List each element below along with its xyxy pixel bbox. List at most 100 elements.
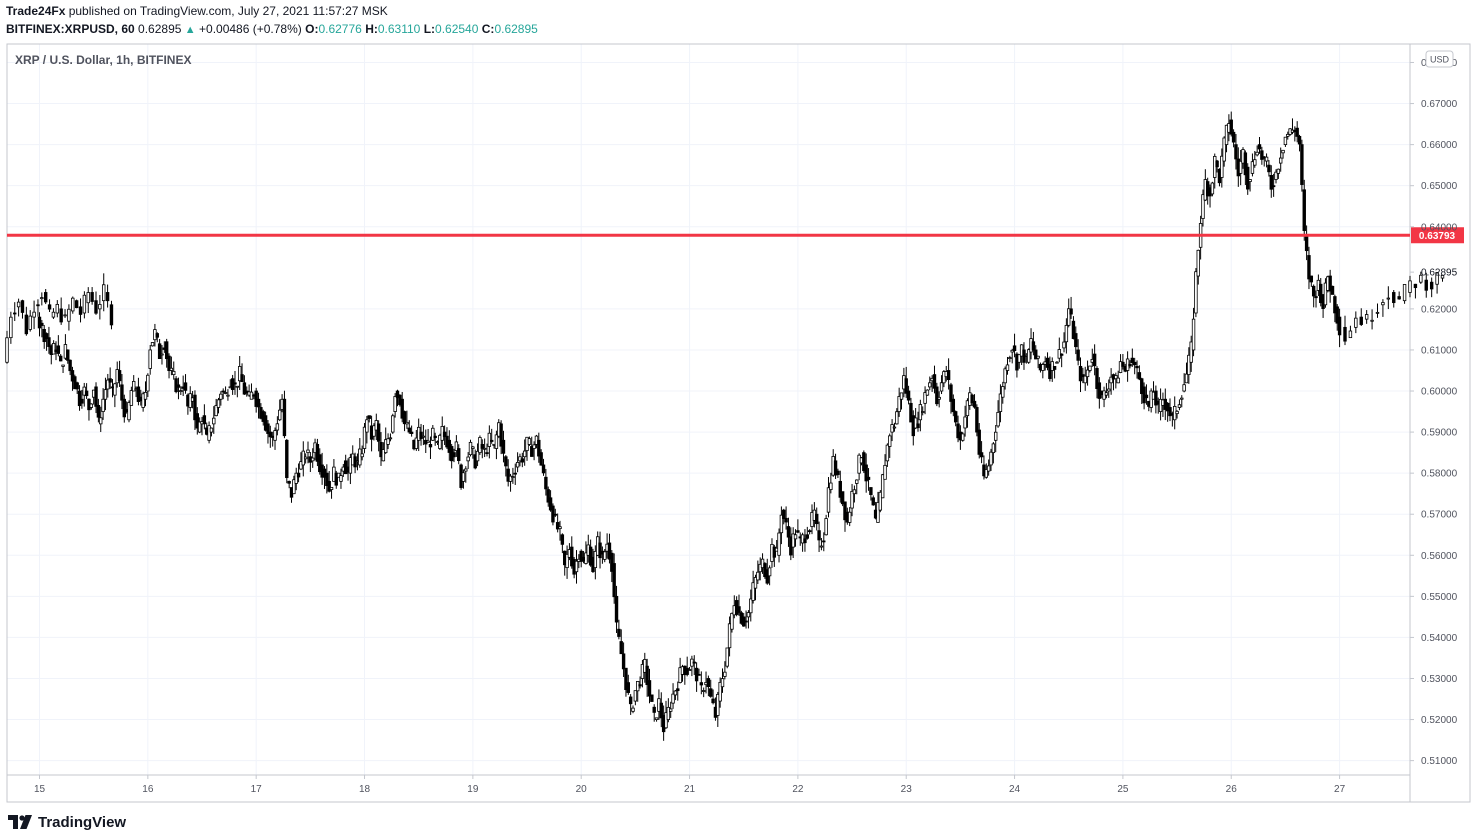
- price-axis[interactable]: 0.51000 0.52000 0.53000 0.54000 0.55000 0.560…: [1410, 58, 1458, 767]
- candle: [621, 642, 626, 678]
- candle-body: [117, 370, 122, 382]
- candle-body: [1283, 136, 1288, 146]
- candle: [494, 430, 499, 460]
- candle-body: [824, 518, 828, 536]
- candle: [160, 345, 164, 365]
- candle: [876, 491, 880, 523]
- candle: [334, 470, 338, 489]
- candle-body: [1187, 354, 1191, 375]
- candle-body: [61, 364, 65, 367]
- candle-body: [84, 390, 89, 397]
- candle-body: [1271, 185, 1276, 188]
- candle-body: [197, 421, 202, 433]
- candle-body: [426, 440, 430, 443]
- candle-body: [546, 489, 550, 503]
- candle-body: [311, 457, 315, 462]
- candle-body: [120, 384, 124, 401]
- candle: [485, 443, 489, 457]
- candle-body: [254, 390, 258, 407]
- candle-body: [367, 415, 371, 419]
- candle: [1300, 139, 1304, 192]
- currency-badge[interactable]: [1425, 50, 1454, 68]
- candle: [329, 486, 334, 499]
- candle: [746, 610, 751, 629]
- candle-body: [687, 669, 692, 671]
- price-tick-label: 0.62000: [1421, 304, 1458, 315]
- price-chart[interactable]: 0.63793 0.51000 0.52000 0.53000 0.54000 0.55…: [0, 0, 1475, 808]
- candle: [242, 375, 247, 395]
- candle: [209, 427, 214, 437]
- candle: [921, 406, 925, 416]
- candle: [1116, 370, 1120, 384]
- candle: [772, 544, 777, 567]
- candle: [603, 549, 607, 563]
- candle-body: [70, 370, 75, 382]
- candle-body: [1304, 234, 1309, 252]
- candle-body: [888, 435, 892, 447]
- candle-body: [937, 396, 941, 400]
- candle: [1140, 377, 1144, 404]
- candle-body: [515, 462, 520, 468]
- tradingview-brand[interactable]: TradingView: [38, 813, 127, 831]
- candle: [652, 704, 656, 722]
- candle: [74, 299, 79, 309]
- candle: [233, 370, 237, 395]
- candle-body: [1078, 365, 1083, 382]
- candle-body: [421, 435, 426, 438]
- price-tick-label: 0.56000: [1421, 551, 1458, 562]
- candle-body: [240, 374, 244, 383]
- candle: [532, 441, 536, 461]
- candle: [866, 468, 871, 491]
- time-axis[interactable]: 15 16 17 18 19 20 21 22 23 24 25 26 27: [34, 775, 1346, 795]
- candle-body: [725, 647, 729, 667]
- candle: [730, 612, 734, 633]
- high-value: 0.63110: [377, 22, 421, 36]
- candle: [697, 668, 701, 676]
- candle-body: [855, 479, 859, 484]
- candle-body: [74, 300, 79, 309]
- candle-body: [237, 366, 242, 382]
- candle-body: [148, 349, 152, 369]
- horizontal-level[interactable]: 0.63793: [7, 227, 1464, 244]
- candle-body: [1419, 274, 1423, 283]
- candle-body: [946, 370, 951, 381]
- candle-body: [318, 454, 322, 473]
- candle: [240, 363, 244, 383]
- candle: [1041, 362, 1045, 379]
- candle: [897, 387, 901, 417]
- candle-body: [169, 367, 174, 371]
- candle-body: [916, 423, 920, 429]
- candle-body: [942, 371, 946, 384]
- candle: [1130, 348, 1135, 367]
- candle-body: [866, 476, 871, 480]
- candle: [109, 300, 114, 330]
- candle: [1057, 337, 1062, 363]
- symbol-info: BITFINEX:XRPUSD, 60 0.62895 ▲ +0.00486 (…: [6, 22, 538, 36]
- candle-body: [1109, 376, 1113, 384]
- publisher-name[interactable]: Trade24Fx: [6, 4, 66, 18]
- candle-body: [793, 534, 798, 540]
- candle-body: [1297, 136, 1302, 145]
- candle: [487, 425, 492, 459]
- candle-body: [242, 382, 247, 395]
- candle-body: [737, 606, 741, 613]
- candle-body: [1253, 159, 1257, 166]
- candle: [1012, 333, 1017, 358]
- candle: [193, 390, 197, 430]
- candle-body: [1243, 152, 1248, 176]
- candle: [421, 424, 426, 446]
- candle-body: [807, 530, 812, 533]
- candle-body: [885, 444, 890, 462]
- candle: [1118, 354, 1123, 374]
- candle: [843, 501, 847, 532]
- candle: [37, 312, 42, 337]
- candle-body: [388, 437, 393, 440]
- candle: [782, 508, 786, 525]
- candle: [89, 403, 94, 410]
- candle-body: [1255, 151, 1259, 156]
- tradingview-logo-icon[interactable]: [8, 815, 32, 829]
- candle: [805, 526, 810, 540]
- candle: [1076, 339, 1080, 366]
- candle-body: [895, 411, 899, 425]
- candle: [1182, 373, 1186, 393]
